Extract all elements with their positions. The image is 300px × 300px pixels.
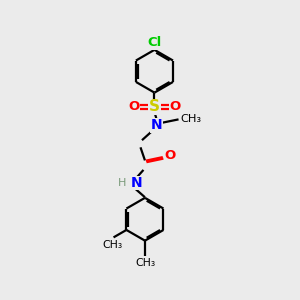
- Text: H: H: [118, 178, 126, 188]
- Text: N: N: [131, 176, 142, 190]
- Text: O: O: [164, 148, 175, 162]
- Text: O: O: [128, 100, 139, 113]
- Text: CH₃: CH₃: [102, 240, 122, 250]
- Text: CH₃: CH₃: [135, 259, 155, 269]
- Text: CH₃: CH₃: [180, 114, 201, 124]
- Text: O: O: [169, 100, 181, 113]
- Text: S: S: [149, 99, 160, 114]
- Text: Cl: Cl: [147, 36, 162, 49]
- Text: N: N: [151, 118, 163, 132]
